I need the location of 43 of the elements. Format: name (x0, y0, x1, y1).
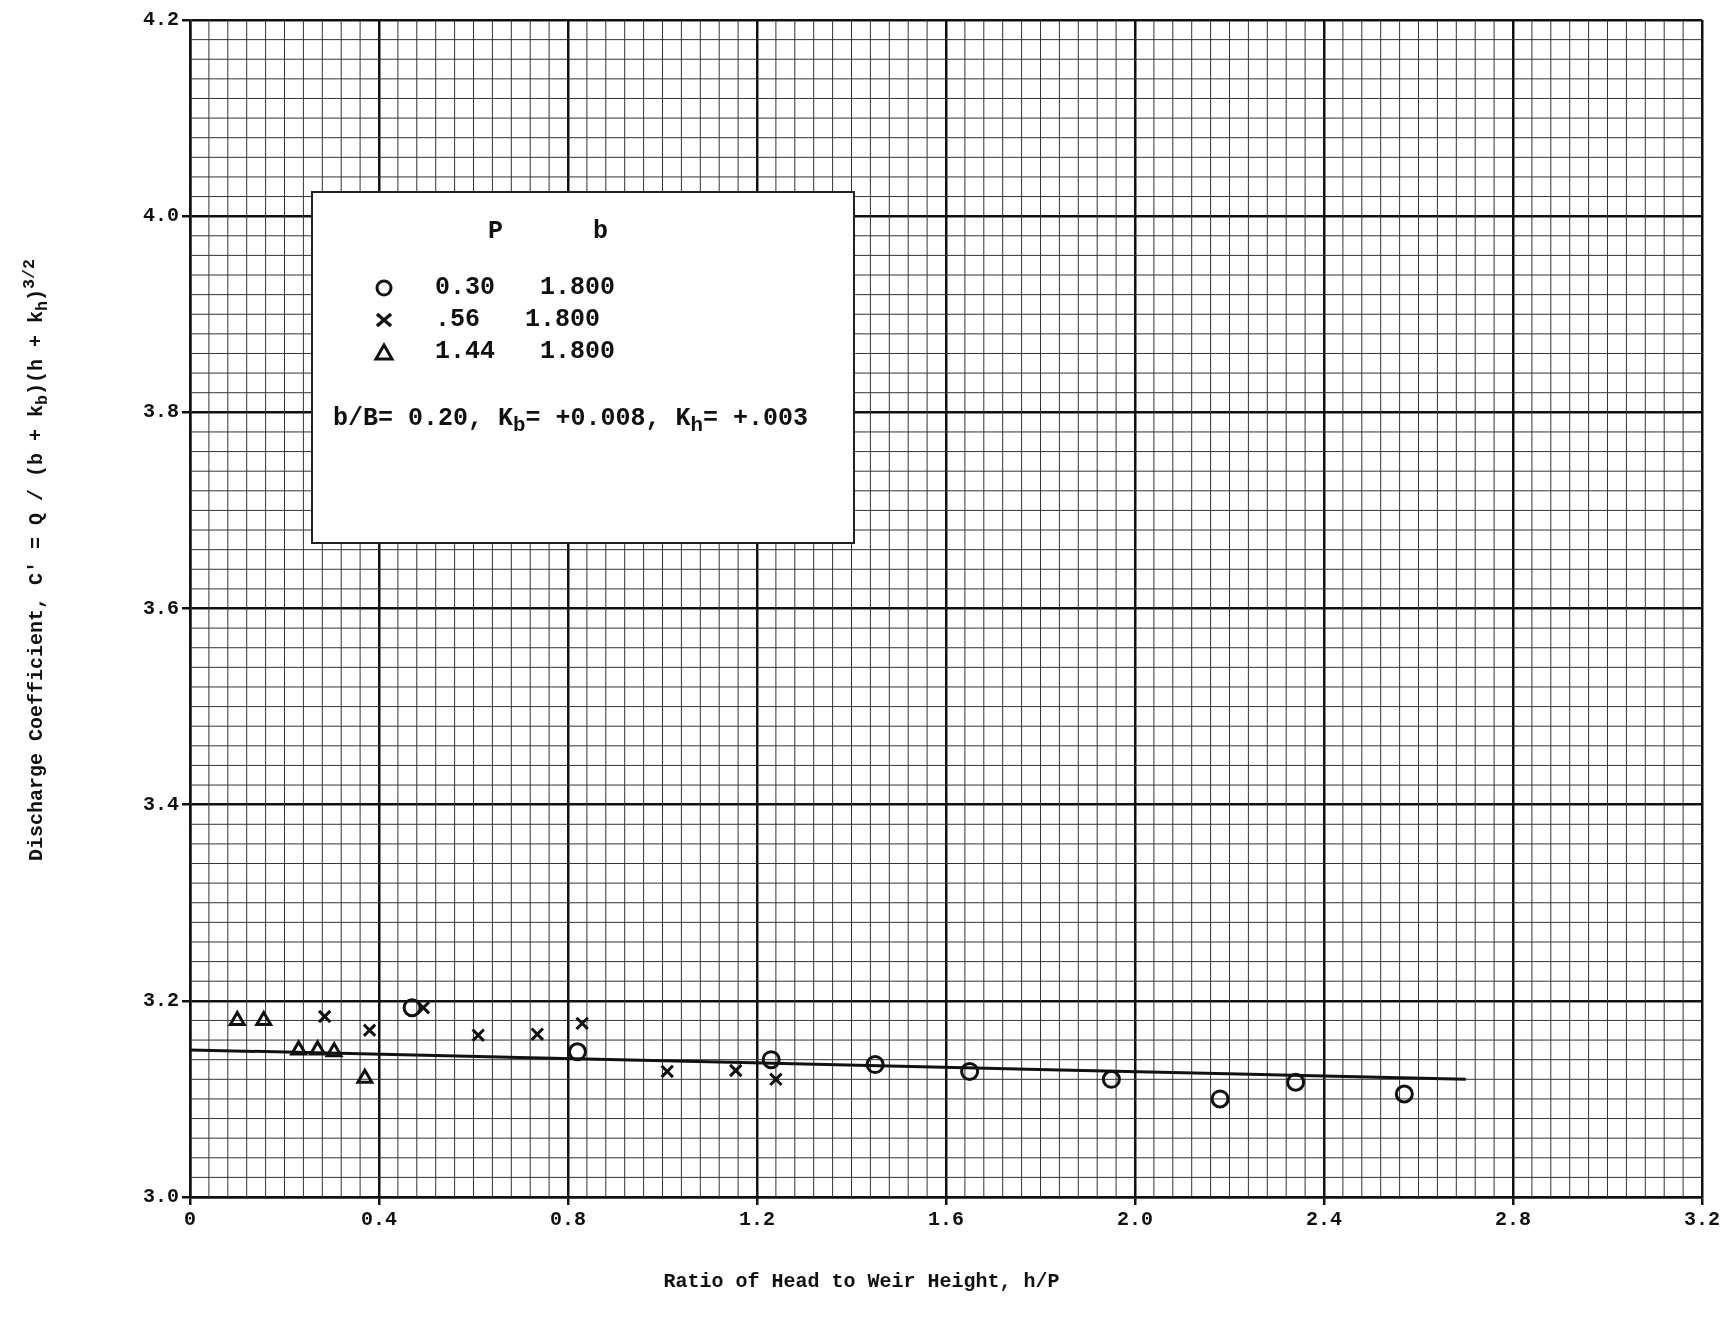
point (416, 1000, 431, 1015)
point (309, 1040, 327, 1056)
point (768, 1072, 784, 1087)
y-tick-label: 3.2 (142, 988, 180, 1012)
point (1101, 1069, 1121, 1089)
point (471, 1028, 486, 1043)
point (660, 1064, 675, 1079)
x-tick-label: 3.2 (1683, 1208, 1720, 1232)
legend-label: 1.44 1.800 (434, 337, 615, 367)
x-tick-label: 2.8 (1494, 1208, 1532, 1232)
annotation: b/B= 0.20, K$_{b}$= +0.008, K$_{h}$= +.003 (332, 403, 810, 437)
y-tick-label: 4.0 (142, 204, 180, 228)
y-tick-label: 3.0 (142, 1185, 180, 1209)
legend-title: P b (487, 216, 609, 246)
point (960, 1061, 980, 1081)
point (290, 1040, 308, 1056)
point (317, 1009, 332, 1024)
y-tick-label: 4.2 (142, 8, 180, 32)
point (1394, 1084, 1414, 1104)
legend-label: 0.30 1.800 (434, 273, 615, 303)
x-tick-label: 1.2 (738, 1208, 776, 1232)
point (362, 1023, 377, 1038)
point (575, 1016, 590, 1031)
point (1286, 1072, 1306, 1092)
x-tick-label: 2.0 (1116, 1208, 1154, 1232)
point (761, 1050, 781, 1070)
x-tick-label: 0.8 (550, 1208, 587, 1232)
legend-label: .56 1.800 (434, 305, 600, 335)
x-tick-label: 0.4 (361, 1208, 398, 1232)
x-tick-label: 0 (184, 1208, 197, 1232)
point (325, 1042, 343, 1058)
point (530, 1027, 545, 1042)
point (728, 1063, 743, 1078)
y-tick-label: 3.8 (142, 400, 180, 424)
y-tick-label: 3.4 (142, 792, 180, 816)
point (402, 998, 422, 1018)
point (1210, 1089, 1230, 1109)
x-tick-label: 1.6 (927, 1208, 965, 1232)
x-tick-label: 2.4 (1305, 1208, 1343, 1232)
x-axis-title: Ratio of Head to Weir Height, h/P (662, 1270, 1061, 1293)
y-tick-label: 3.6 (142, 596, 180, 620)
point (865, 1055, 885, 1075)
point (567, 1042, 587, 1062)
